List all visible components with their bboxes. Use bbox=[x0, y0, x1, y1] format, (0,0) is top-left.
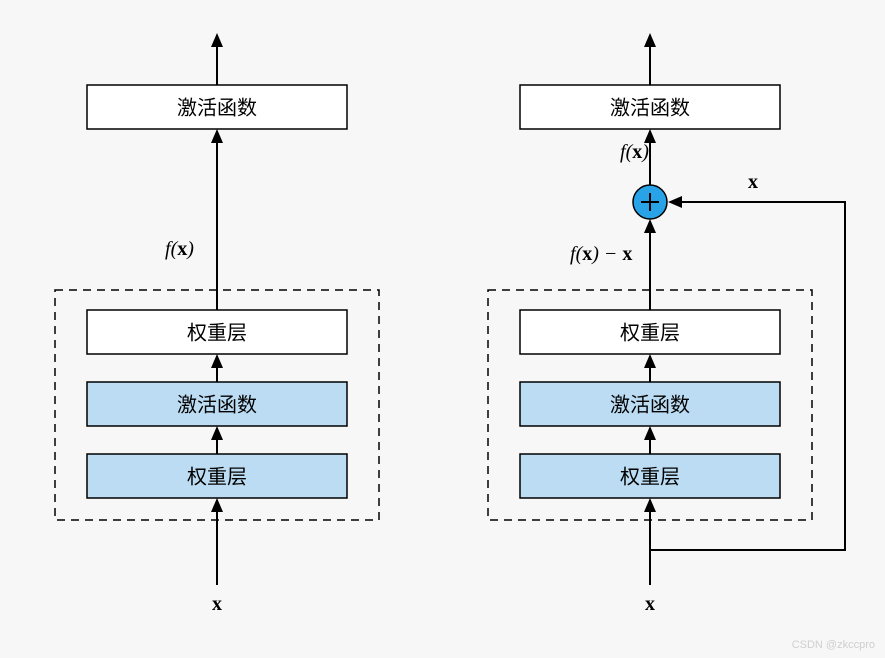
skip-x-label: x bbox=[748, 171, 758, 193]
weight-layer-top-label-left: 权重层 bbox=[187, 321, 247, 344]
input-x-left: x bbox=[212, 593, 222, 615]
fx-minus-x-label: f(x) − x bbox=[570, 243, 632, 265]
weight-layer-bottom-label-right: 权重层 bbox=[620, 465, 680, 488]
watermark: CSDN @zkccpro bbox=[792, 639, 875, 651]
left-block: 激活函数 f(x) 权重层 激活函数 权重层 x bbox=[55, 35, 379, 615]
fx-label-right: f(x) bbox=[620, 141, 649, 163]
fx-label-left: f(x) bbox=[165, 238, 194, 260]
residual-diagram: 激活函数 f(x) 权重层 激活函数 权重层 x 激活函数 bbox=[0, 0, 885, 658]
activation-mid-label-left: 激活函数 bbox=[177, 393, 257, 416]
right-block: 激活函数 f(x) x f(x) − x 权重层 激活函数 权重层 bbox=[488, 35, 845, 615]
top-activation-label-left: 激活函数 bbox=[177, 96, 257, 119]
top-activation-label-right: 激活函数 bbox=[610, 96, 690, 119]
weight-layer-bottom-label-left: 权重层 bbox=[187, 465, 247, 488]
input-x-right: x bbox=[645, 593, 655, 615]
activation-mid-label-right: 激活函数 bbox=[610, 393, 690, 416]
weight-layer-top-label-right: 权重层 bbox=[620, 321, 680, 344]
